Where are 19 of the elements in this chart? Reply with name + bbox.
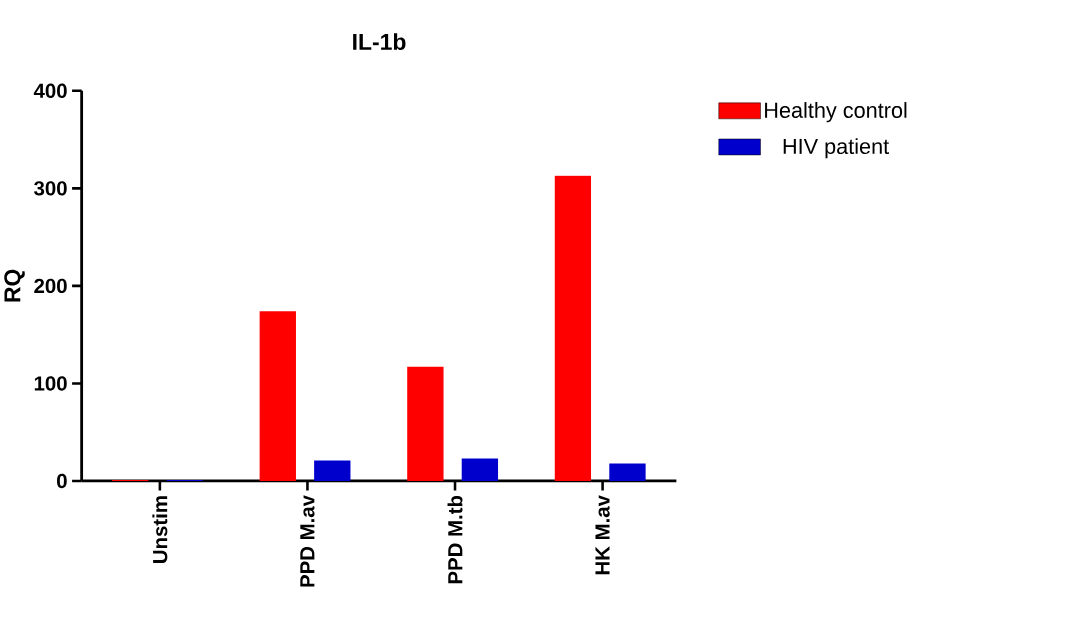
legend-label: HIV patient bbox=[783, 138, 889, 159]
x-tick-label: Unstim bbox=[152, 496, 168, 563]
y-tick-label: 0 bbox=[57, 473, 67, 489]
bar bbox=[609, 463, 646, 481]
x-tick-label: HK M.av bbox=[595, 495, 610, 575]
y-axis-title: RQ bbox=[4, 269, 25, 302]
bar bbox=[259, 311, 296, 481]
bar bbox=[554, 175, 592, 481]
y-tick-label: 100 bbox=[34, 376, 67, 391]
y-tick-label: 300 bbox=[34, 181, 67, 196]
y-tick-label: 200 bbox=[34, 278, 67, 294]
y-tick-label: 400 bbox=[33, 83, 67, 99]
x-tick-label: PPD M.av bbox=[300, 495, 315, 587]
bar bbox=[407, 366, 444, 481]
bar bbox=[461, 458, 499, 481]
bar bbox=[314, 460, 351, 481]
legend-label: Healthy control bbox=[765, 102, 907, 123]
x-tick-label: PPD M.tb bbox=[447, 495, 463, 584]
chart-title: IL-1b bbox=[353, 33, 406, 50]
